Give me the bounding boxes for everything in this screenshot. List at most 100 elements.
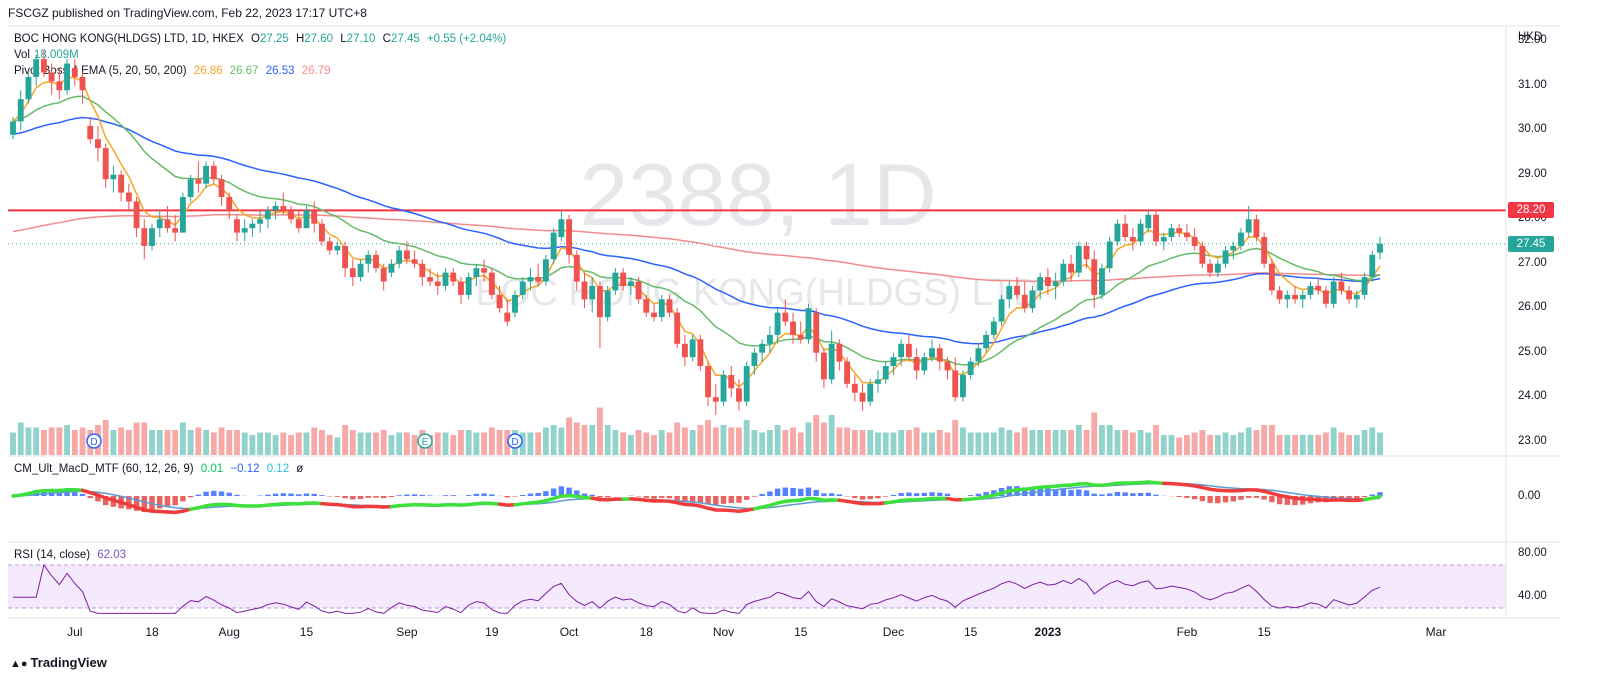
macd-histogram-bar [373, 496, 379, 498]
macd-histogram-bar [1052, 489, 1059, 496]
macd-histogram-bar [852, 496, 858, 499]
volume-bar [156, 430, 163, 455]
volume-bar [249, 435, 256, 455]
change-value: +0.55 (+2.04%) [426, 33, 507, 45]
candle-body [635, 281, 642, 300]
volume-bar [295, 432, 302, 455]
volume-bar [396, 432, 403, 455]
macd-histogram-bar [604, 496, 611, 498]
candle-body [272, 205, 279, 211]
volume-bar [25, 427, 32, 455]
candle-body [566, 219, 573, 255]
macd-v2: −0.12 [230, 463, 260, 475]
volume-bar [905, 430, 912, 455]
macd-histogram-bar [535, 492, 541, 496]
candle-body [133, 201, 140, 229]
candle-body [1268, 263, 1275, 291]
volume-bar [1091, 412, 1098, 455]
candle-body [1006, 285, 1013, 300]
volume-bar [1268, 425, 1275, 455]
macd-histogram-bar [813, 489, 819, 496]
volume-bar [1052, 430, 1059, 455]
volume-bar [342, 425, 349, 455]
candle-body [998, 299, 1005, 322]
volume-bar [797, 432, 804, 455]
rsi-legend: RSI (14, close) 62.03 [14, 549, 130, 561]
price-tick-label: 23.00 [1518, 434, 1547, 447]
candle-body [1214, 263, 1221, 273]
macd-histogram-bar [234, 494, 240, 496]
candle-body [380, 268, 387, 282]
candle-body [774, 312, 781, 335]
time-tick-label: 15 [963, 625, 978, 639]
candle-body [759, 343, 766, 353]
candle-body [1168, 228, 1175, 238]
volume-bar [1276, 435, 1283, 455]
volume-bar [365, 432, 372, 455]
volume-bar [1207, 435, 1214, 455]
macd-zero-label: 0.00 [1518, 490, 1541, 502]
volume-bar [118, 427, 125, 455]
candle-body [898, 343, 905, 358]
candle-body [1330, 281, 1337, 304]
macd-histogram-bar [558, 486, 565, 496]
macd-histogram-bar [805, 487, 812, 496]
candle-body [651, 312, 657, 318]
volume-bar [1014, 432, 1020, 455]
volume-bar [110, 430, 117, 455]
macd-histogram-bar [1106, 493, 1113, 496]
macd-histogram-bar [798, 488, 804, 496]
volume-bar [643, 432, 650, 455]
time-tick-label: Dec [882, 625, 905, 639]
macd-histogram-bar [991, 490, 997, 496]
volume-bar [1068, 430, 1075, 455]
macd-histogram-bar [751, 496, 758, 497]
macd-histogram-bar [906, 492, 912, 496]
time-tick-label: 15 [794, 625, 808, 639]
macd-histogram-bar [1276, 496, 1283, 505]
candle-body [195, 179, 202, 184]
ema200-line [12, 213, 1381, 282]
candle-body [712, 397, 719, 402]
candle-body [71, 68, 78, 77]
time-tick-label: 18 [639, 625, 653, 639]
volume-bar [288, 435, 294, 455]
candle-body [550, 232, 557, 260]
volume-bar [1083, 430, 1090, 455]
resistance-price-tag: 28.20 [1508, 202, 1554, 219]
volume-bar [64, 425, 70, 455]
event-marker-label: D [90, 437, 97, 448]
volume-bar [334, 437, 341, 455]
candle-body [118, 174, 125, 193]
macd-histogram-bar [473, 493, 480, 496]
macd-histogram-bar [543, 491, 549, 496]
candle-body [1207, 263, 1214, 273]
ema200-value: 26.79 [301, 65, 331, 77]
volume-bar [33, 427, 40, 455]
volume-bar [1299, 435, 1306, 455]
candle-body [1137, 223, 1144, 242]
price-tick-label: 29.00 [1518, 167, 1547, 180]
macd-histogram-bar [929, 492, 935, 496]
macd-histogram-bar [381, 496, 387, 499]
macd-histogram-bar [303, 493, 310, 496]
candle-body [288, 210, 294, 220]
candle-body [736, 388, 742, 402]
candle-body [790, 321, 796, 335]
volume-bar [133, 422, 140, 455]
macd-histogram-bar [1354, 496, 1360, 499]
candle-body [581, 281, 588, 300]
candle-body [535, 277, 542, 282]
candle-body [280, 205, 287, 211]
candle-body [64, 63, 70, 91]
macd-histogram-bar [1137, 493, 1144, 496]
macd-v3: 0.12 [266, 463, 290, 475]
macd-histogram-bar [1207, 496, 1213, 503]
volume-bar [913, 427, 920, 455]
candle-body [218, 179, 225, 198]
macd-histogram-bar [365, 496, 371, 498]
time-tick-label: Feb [1176, 625, 1198, 639]
time-tick-label: 19 [485, 625, 499, 639]
candle-body [743, 366, 750, 402]
